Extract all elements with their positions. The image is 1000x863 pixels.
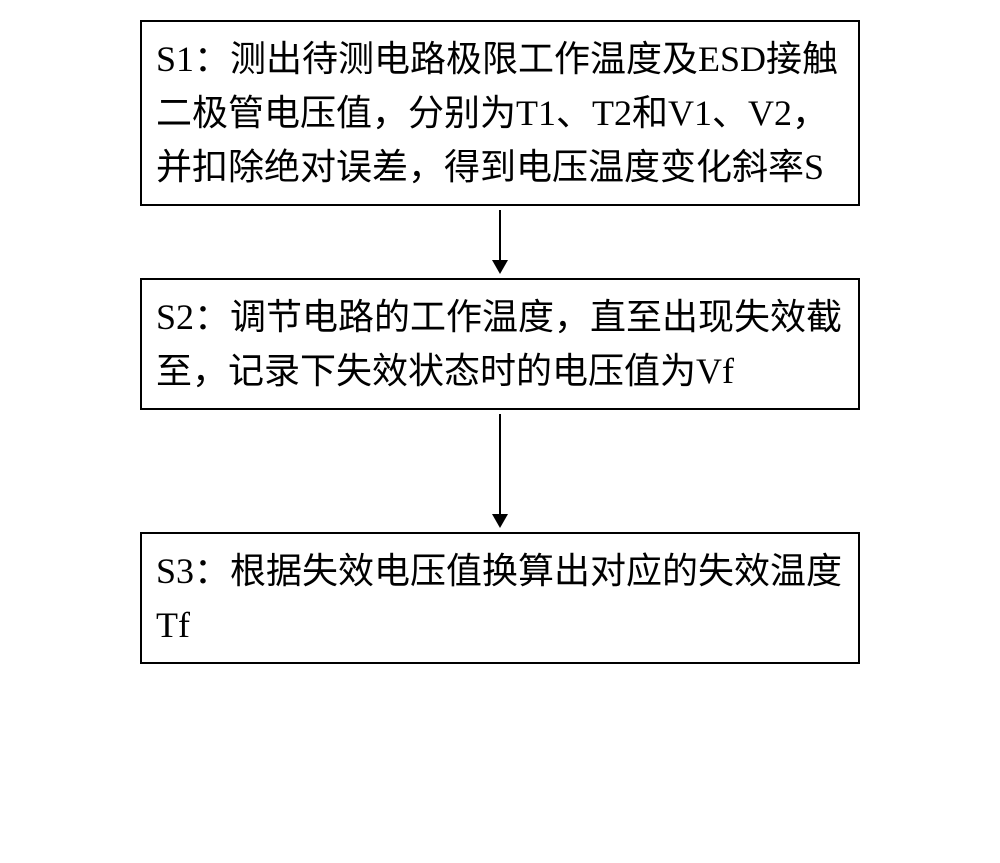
arrow-s2-to-s3: [492, 414, 508, 528]
arrow-head-icon: [492, 260, 508, 274]
arrow-line: [499, 210, 501, 260]
arrow-head-icon: [492, 514, 508, 528]
flowchart-node-s3: S3：根据失效电压值换算出对应的失效温度Tf: [140, 532, 860, 664]
node-s3-text: S3：根据失效电压值换算出对应的失效温度Tf: [156, 544, 844, 652]
arrow-s1-to-s2: [492, 210, 508, 274]
flowchart-node-s2: S2：调节电路的工作温度，直至出现失效截至，记录下失效状态时的电压值为Vf: [140, 278, 860, 410]
flowchart-node-s1: S1：测出待测电路极限工作温度及ESD接触二极管电压值，分别为T1、T2和V1、…: [140, 20, 860, 206]
node-s2-text: S2：调节电路的工作温度，直至出现失效截至，记录下失效状态时的电压值为Vf: [156, 290, 844, 398]
node-s1-text: S1：测出待测电路极限工作温度及ESD接触二极管电压值，分别为T1、T2和V1、…: [156, 32, 844, 194]
arrow-line: [499, 414, 501, 514]
